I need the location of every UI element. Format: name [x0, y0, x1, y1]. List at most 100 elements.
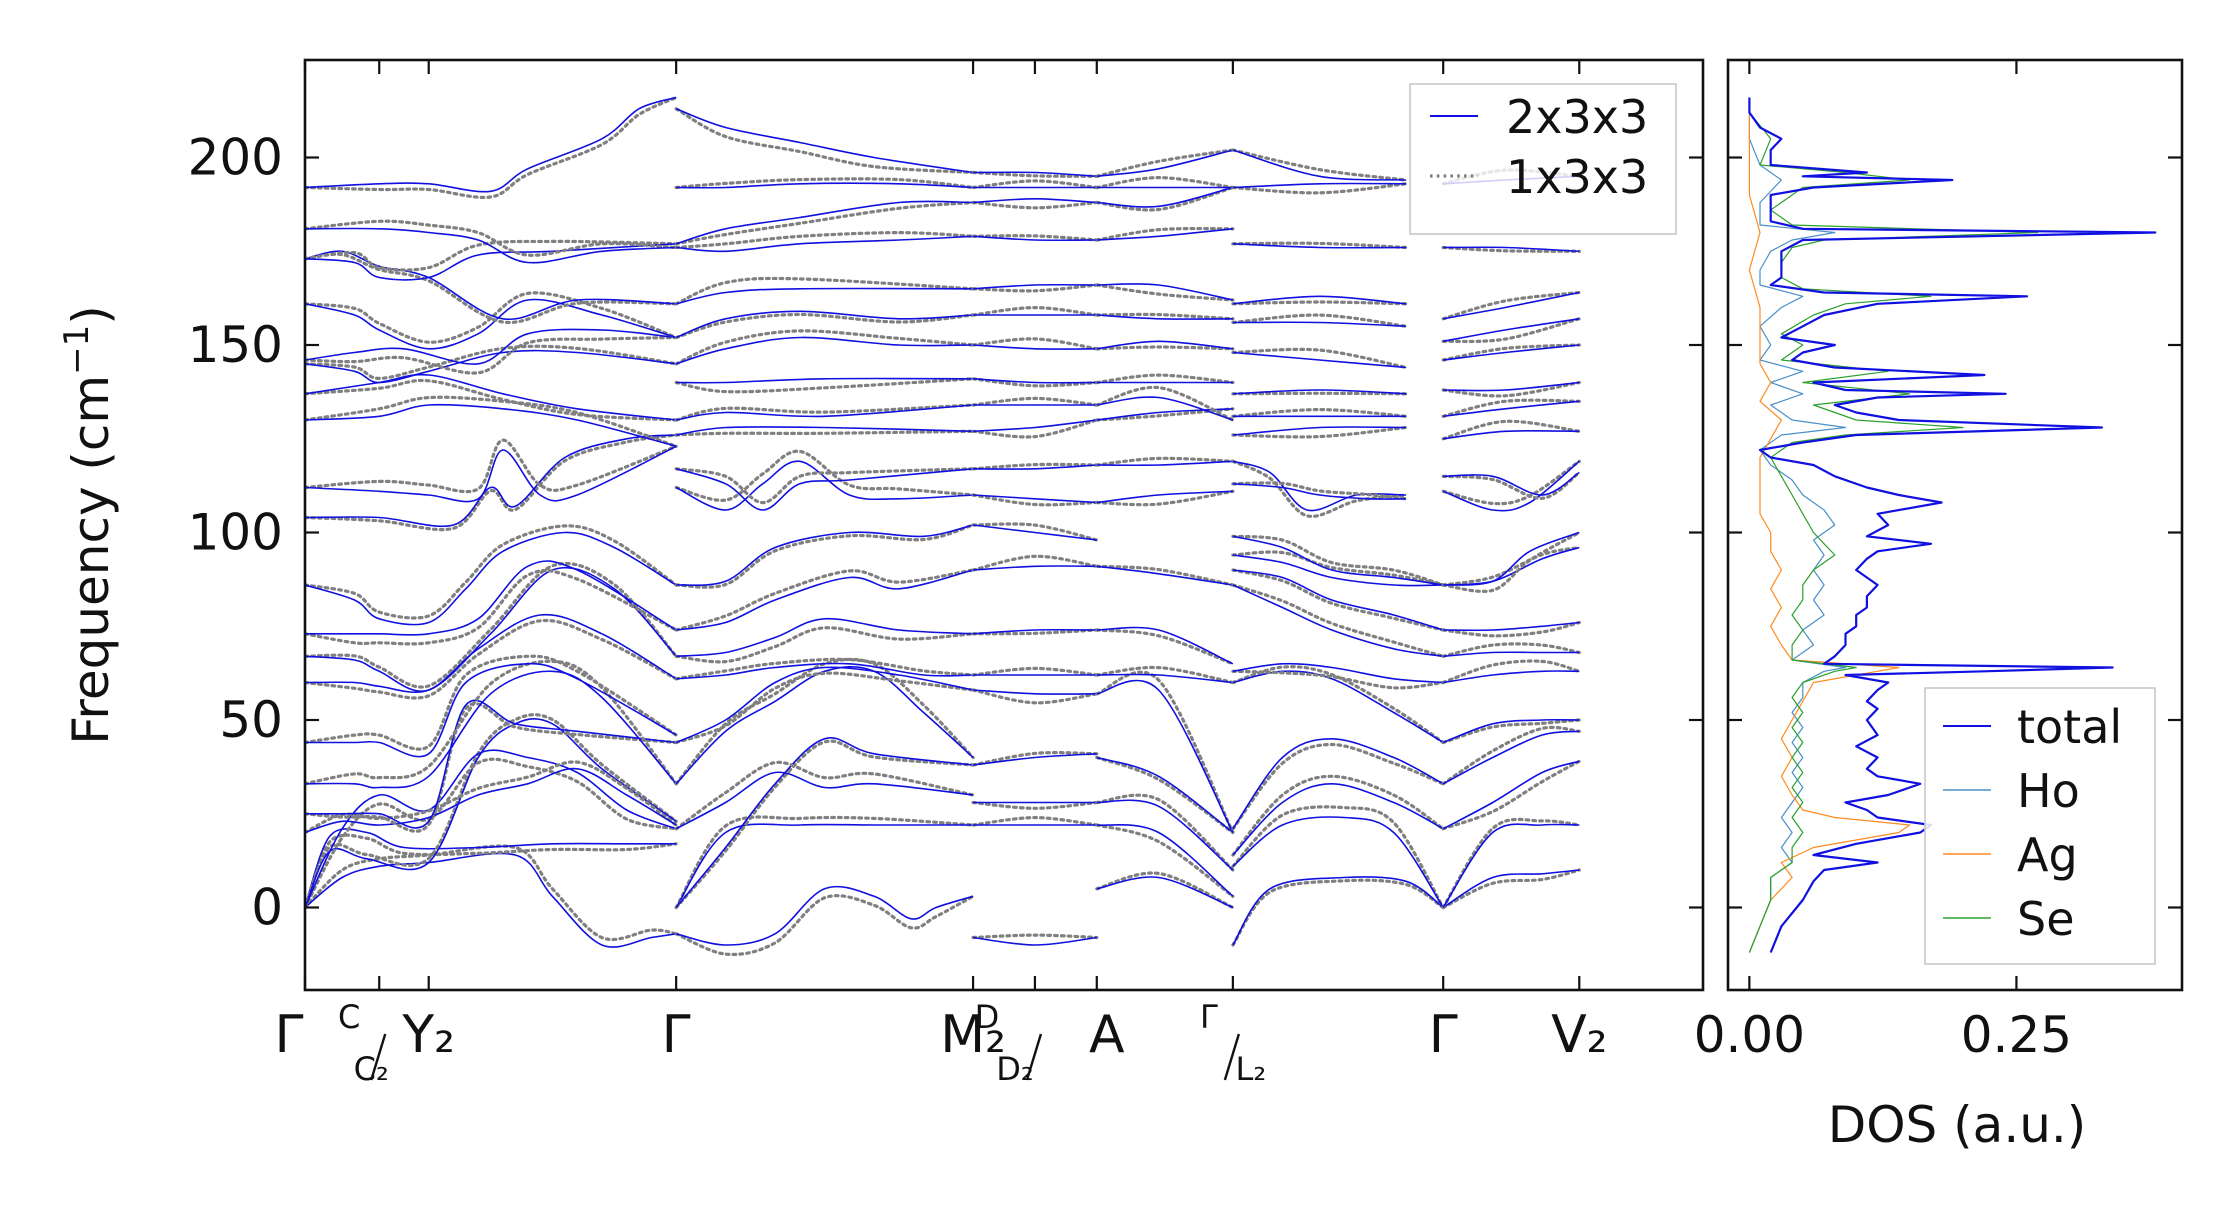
band-1x3x3-line: [971, 234, 1099, 242]
band-2x3x3-line: [1232, 426, 1407, 436]
band-1x3x3-line: [305, 702, 678, 833]
band-2x3x3-line: [305, 403, 677, 448]
x-tick-label: Y₂: [401, 1005, 455, 1065]
band-2x3x3-line: [1096, 460, 1233, 467]
band-2x3x3-line: [973, 753, 1097, 766]
band-2x3x3-line: [1442, 730, 1580, 785]
band-2x3x3-line: [675, 200, 974, 245]
band-1x3x3-line: [674, 312, 975, 340]
dos-x-tick-label: 0.25: [1961, 1006, 2072, 1064]
dos-total-line: [1748, 97, 2157, 953]
band-1x3x3-line: [305, 433, 678, 532]
band-2x3x3-line: [973, 494, 1097, 504]
band-1x3x3-line: [674, 200, 975, 246]
band-2x3x3-line: [676, 524, 974, 587]
band-1x3x3-line: [674, 449, 975, 502]
band-2x3x3-line: [1443, 381, 1580, 392]
band-1x3x3-line: [1441, 290, 1581, 321]
band-1x3x3-line: [1441, 725, 1581, 786]
band-1x3x3-line: [674, 739, 975, 910]
dispersion-frame: [303, 58, 1705, 992]
band-2x3x3-line: [1443, 651, 1580, 658]
band-2x3x3-line: [1232, 816, 1444, 908]
band-2x3x3-line: [1096, 396, 1234, 421]
band-1x3x3-line: [305, 378, 678, 422]
x-tick-label: L₂: [1236, 1050, 1267, 1088]
label-slash: [1223, 1033, 1241, 1081]
band-1x3x3-line: [674, 760, 975, 831]
band-1x3x3-line: [1095, 628, 1235, 666]
band-1x3x3-line: [1095, 407, 1235, 422]
band-1x3x3-line: [305, 395, 678, 448]
band-2x3x3-line: [305, 767, 677, 834]
band-2x3x3-line: [973, 565, 1097, 571]
band-1x3x3-line: [1095, 670, 1235, 835]
x-tick-label: D₂: [996, 1050, 1033, 1088]
band-1x3x3-line: [1231, 407, 1408, 418]
band-2x3x3-line: [675, 737, 974, 909]
band-1x3x3-line: [305, 95, 678, 200]
band-2x3x3-line: [1096, 823, 1234, 897]
band-2x3x3-line: [1096, 565, 1234, 586]
band-2x3x3-line: [1096, 799, 1234, 871]
band-1x3x3-line: [1231, 391, 1408, 396]
band-2x3x3-line: [973, 689, 1097, 695]
band-2x3x3-line: [305, 373, 677, 421]
legend-label: 1x3x3: [1506, 150, 1648, 204]
dos-se-line: [1748, 97, 2039, 953]
x-tick-label: C₂: [354, 1050, 389, 1088]
band-2x3x3-line: [1232, 483, 1407, 500]
y-axis-label: Frequency (cm−1): [57, 305, 120, 745]
band-2x3x3-line: [1443, 400, 1580, 418]
band-2x3x3-line: [1232, 782, 1444, 856]
band-2x3x3-line: [1096, 756, 1234, 834]
band-1x3x3-line: [1095, 793, 1235, 872]
legends: 2x3x3 1x3x3 total Ho Ag Se: [1409, 83, 2156, 965]
band-2x3x3-line: [305, 670, 677, 789]
band-1x3x3-line: [674, 377, 975, 394]
band-1x3x3-line: [305, 659, 678, 786]
band-2x3x3-line: [1232, 737, 1444, 830]
band-2x3x3-line: [305, 243, 677, 281]
band-1x3x3-line: [1231, 534, 1445, 587]
band-2x3x3-line: [676, 404, 974, 421]
band-1x3x3-line: [674, 403, 975, 422]
band-1x3x3-line: [971, 666, 1099, 677]
band-2x3x3-line: [676, 377, 974, 384]
band-1x3x3-line: [305, 344, 678, 381]
band-lines: [305, 95, 1581, 957]
band-1x3x3-line: [305, 239, 678, 272]
x-tick-label: M₂: [940, 1005, 1006, 1065]
band-1x3x3-line: [1231, 182, 1408, 195]
band-2x3x3-line: [1232, 876, 1444, 946]
band-1x3x3-line: [1441, 817, 1581, 910]
x-tick-label: Γ: [1429, 1005, 1458, 1065]
band-1x3x3-line: [1095, 489, 1235, 507]
dos-legend-label: total: [2017, 700, 2122, 754]
band-1x3x3-line: [1231, 742, 1445, 831]
band-1x3x3-line: [305, 618, 678, 700]
band-2x3x3-line: [973, 344, 1097, 350]
dos-panel: 0.00 0.25 DOS (a.u.): [1694, 58, 2184, 1154]
band-1x3x3-line: [1095, 385, 1235, 422]
band-2x3x3-line: [1443, 429, 1580, 440]
band-1x3x3-line: [674, 429, 975, 437]
x-tick-label: Γ: [662, 1005, 691, 1065]
band-2x3x3-line: [305, 566, 677, 693]
band-2x3x3-line: [1096, 340, 1233, 350]
band-2x3x3-line: [676, 426, 974, 436]
band-1x3x3-line: [1231, 774, 1445, 857]
band-1x3x3-line: [1231, 481, 1408, 501]
band-1x3x3-line: [1441, 470, 1581, 500]
band-1x3x3-line: [674, 657, 975, 786]
dos-x-axis-label: DOS (a.u.): [1828, 1096, 2087, 1154]
band-1x3x3-line: [674, 815, 975, 910]
band-2x3x3-line: [1232, 389, 1407, 395]
band-1x3x3-line: [1231, 459, 1408, 518]
band-1x3x3-line: [1095, 175, 1235, 190]
band-2x3x3-line: [305, 852, 677, 948]
band-2x3x3-line: [1096, 408, 1233, 421]
band-2x3x3-line: [1232, 535, 1444, 586]
band-1x3x3-line: [971, 462, 1099, 471]
